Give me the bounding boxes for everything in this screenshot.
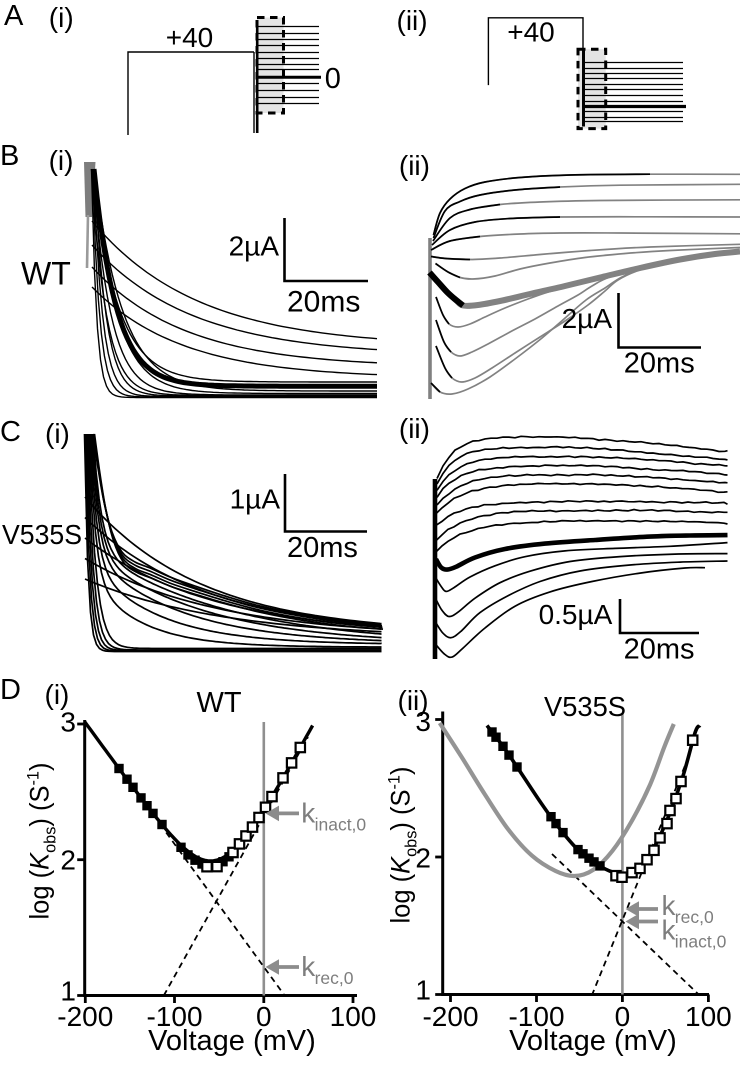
svg-text:log (Kobs) (S-1): log (Kobs) (S-1) <box>24 763 60 920</box>
svg-text:(i): (i) <box>45 418 70 449</box>
svg-text:2µA: 2µA <box>562 303 613 334</box>
svg-text:D: D <box>0 674 21 706</box>
svg-text:(ii): (ii) <box>399 413 430 444</box>
svg-text:WT: WT <box>196 687 241 719</box>
svg-text:1: 1 <box>60 976 76 1007</box>
svg-text:V535S: V535S <box>2 519 82 550</box>
svg-text:100: 100 <box>685 1001 732 1032</box>
svg-text:Voltage (mV): Voltage (mV) <box>509 1025 677 1057</box>
svg-text:k: k <box>662 890 677 921</box>
svg-text:20ms: 20ms <box>287 532 358 564</box>
svg-text:inact,0: inact,0 <box>675 932 727 952</box>
svg-text:k: k <box>301 798 316 829</box>
svg-text:1: 1 <box>415 975 431 1006</box>
svg-text:2: 2 <box>415 843 431 874</box>
svg-text:+40: +40 <box>507 17 555 48</box>
svg-text:(i): (i) <box>49 2 74 33</box>
svg-text:-200: -200 <box>57 1001 113 1032</box>
svg-text:0: 0 <box>256 1001 272 1032</box>
svg-text:0.5µA: 0.5µA <box>539 599 613 630</box>
svg-text:A: A <box>4 0 24 32</box>
svg-text:V535S: V535S <box>544 691 626 722</box>
svg-text:rec,0: rec,0 <box>315 968 354 988</box>
svg-text:(i): (i) <box>49 145 74 176</box>
svg-text:Voltage (mV): Voltage (mV) <box>148 1025 316 1057</box>
svg-text:+40: +40 <box>166 22 214 53</box>
svg-text:-100: -100 <box>508 1001 564 1032</box>
svg-text:20ms: 20ms <box>624 348 695 380</box>
svg-text:C: C <box>0 416 21 448</box>
svg-text:rec,0: rec,0 <box>675 907 714 927</box>
svg-text:3: 3 <box>415 706 431 737</box>
svg-text:100: 100 <box>330 1001 377 1032</box>
svg-text:(i): (i) <box>45 679 70 710</box>
svg-text:0: 0 <box>615 1001 631 1032</box>
svg-text:-100: -100 <box>146 1001 202 1032</box>
svg-text:B: B <box>0 140 19 172</box>
svg-text:2: 2 <box>60 845 76 876</box>
svg-text:(ii): (ii) <box>398 685 429 716</box>
svg-text:1µA: 1µA <box>230 484 281 515</box>
svg-text:k: k <box>662 915 677 946</box>
svg-text:inact,0: inact,0 <box>315 815 367 835</box>
svg-text:WT: WT <box>21 256 71 292</box>
svg-text:20ms: 20ms <box>287 286 360 319</box>
svg-text:-200: -200 <box>422 1001 478 1032</box>
svg-text:2µA: 2µA <box>229 231 280 262</box>
svg-text:0: 0 <box>325 63 341 95</box>
svg-text:(ii): (ii) <box>397 5 428 36</box>
svg-text:3: 3 <box>60 707 76 738</box>
svg-text:20ms: 20ms <box>624 634 695 666</box>
svg-text:k: k <box>301 951 316 982</box>
svg-text:(ii): (ii) <box>399 150 430 181</box>
